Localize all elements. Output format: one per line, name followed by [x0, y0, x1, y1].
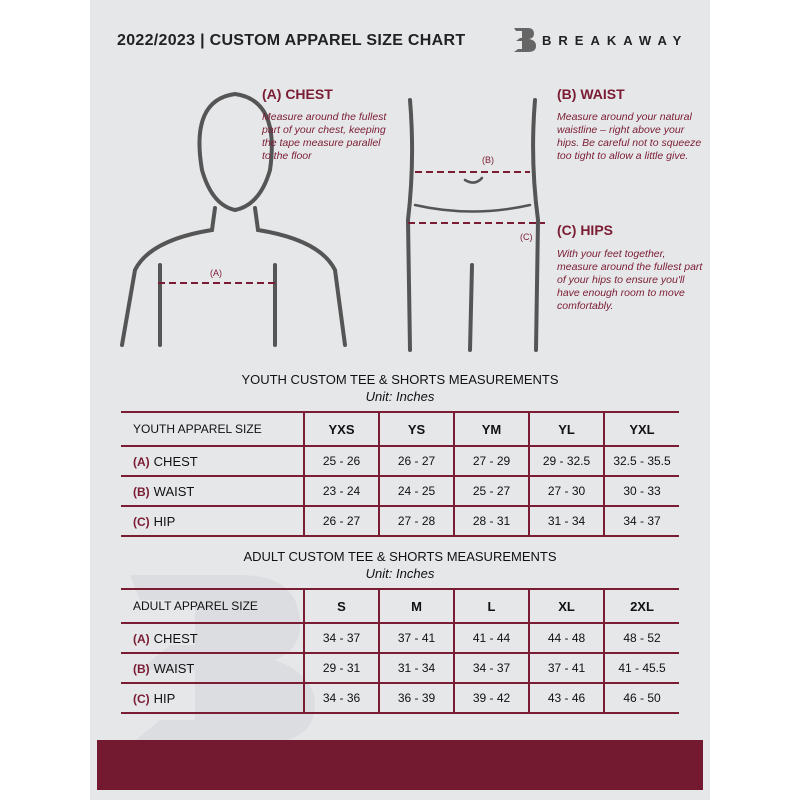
- youth-size-table: YOUTH APPAREL SIZE YXS YS YM YL YXL (A) C…: [121, 411, 679, 537]
- table-header-row: YOUTH APPAREL SIZE YXS YS YM YL YXL: [121, 411, 679, 446]
- header-cell: YXS: [303, 411, 379, 446]
- row-code: (B): [133, 661, 150, 676]
- cell: 46 - 50: [603, 682, 679, 714]
- cell: 30 - 33: [603, 475, 679, 506]
- table-row: (B) WAIST 29 - 31 31 - 34 34 - 37 37 - 41 41 -…: [121, 652, 679, 683]
- row-code: (C): [133, 514, 150, 529]
- row-name: HIP: [153, 513, 176, 529]
- cell: 43 - 46: [528, 682, 604, 714]
- marker-a: (A): [210, 268, 222, 278]
- chest-heading: (A) CHEST: [262, 86, 333, 102]
- row-code: (A): [133, 631, 150, 646]
- cell: 36 - 39: [378, 682, 454, 714]
- cell: 37 - 41: [378, 622, 454, 653]
- cell: 41 - 45.5: [603, 652, 679, 683]
- row-code: (B): [133, 484, 150, 499]
- hips-heading: (C) HIPS: [557, 222, 613, 238]
- table-row: (B) WAIST 23 - 24 24 - 25 25 - 27 27 - 30 30 -…: [121, 475, 679, 506]
- cell: 37 - 41: [528, 652, 604, 683]
- row-name: CHEST: [153, 453, 198, 469]
- cell: 34 - 37: [453, 652, 529, 683]
- waist-heading: (B) WAIST: [557, 86, 625, 102]
- cell: 27 - 28: [378, 505, 454, 537]
- adult-table-title: ADULT CUSTOM TEE & SHORTS MEASUREMENTS: [243, 549, 557, 564]
- cell: 28 - 31: [453, 505, 529, 537]
- table-row: (A) CHEST 34 - 37 37 - 41 41 - 44 44 - 48 48 -…: [121, 622, 679, 653]
- size-chart-page: 2022/2023 | CUSTOM APPAREL SIZE CHART BR…: [90, 0, 710, 800]
- cell: 34 - 37: [603, 505, 679, 537]
- table-row: (C) HIP 34 - 36 36 - 39 39 - 42 43 - 46 46 - 5…: [121, 682, 679, 714]
- marker-b: (B): [482, 155, 494, 165]
- brand-logo-icon: [514, 28, 536, 52]
- header-cell: ADULT APPAREL SIZE: [121, 588, 304, 623]
- marker-c: (C): [520, 232, 533, 242]
- header-cell: YM: [453, 411, 529, 446]
- brand-name: BREAKAWAY: [542, 33, 689, 48]
- header-cell: 2XL: [603, 588, 679, 623]
- youth-unit: Unit: Inches: [365, 389, 435, 404]
- header-cell: S: [303, 588, 379, 623]
- cell: 32.5 - 35.5: [603, 445, 679, 476]
- cell: 26 - 27: [303, 505, 379, 537]
- header-cell: YOUTH APPAREL SIZE: [121, 411, 304, 446]
- cell: 23 - 24: [303, 475, 379, 506]
- cell: 25 - 27: [453, 475, 529, 506]
- header-cell: YXL: [603, 411, 679, 446]
- cell: 34 - 36: [303, 682, 379, 714]
- cell: 48 - 52: [603, 622, 679, 653]
- row-name: WAIST: [153, 483, 195, 499]
- header-cell: L: [453, 588, 529, 623]
- cell: 24 - 25: [378, 475, 454, 506]
- cell: 25 - 26: [303, 445, 379, 476]
- footer-bar: [97, 740, 703, 790]
- table-header-row: ADULT APPAREL SIZE S M L XL 2XL: [121, 588, 679, 623]
- cell: 31 - 34: [528, 505, 604, 537]
- row-code: (A): [133, 454, 150, 469]
- cell: 27 - 30: [528, 475, 604, 506]
- cell: 29 - 31: [303, 652, 379, 683]
- cell: 27 - 29: [453, 445, 529, 476]
- adult-size-table: ADULT APPAREL SIZE S M L XL 2XL (A) CHEST…: [121, 588, 679, 714]
- cell: 41 - 44: [453, 622, 529, 653]
- cell: 31 - 34: [378, 652, 454, 683]
- table-row: (C) HIP 26 - 27 27 - 28 28 - 31 31 - 34 34 - 3…: [121, 505, 679, 537]
- cell: 39 - 42: [453, 682, 529, 714]
- cell: 44 - 48: [528, 622, 604, 653]
- header-cell: YL: [528, 411, 604, 446]
- row-name: WAIST: [153, 660, 195, 676]
- cell: 29 - 32.5: [528, 445, 604, 476]
- table-row: (A) CHEST 25 - 26 26 - 27 27 - 29 29 - 32.5 32…: [121, 445, 679, 476]
- hips-text: With your feet together, measure around …: [557, 248, 703, 312]
- header-cell: M: [378, 588, 454, 623]
- row-code: (C): [133, 691, 150, 706]
- header-cell: XL: [528, 588, 604, 623]
- cell: 26 - 27: [378, 445, 454, 476]
- page-title: 2022/2023 | CUSTOM APPAREL SIZE CHART: [117, 32, 466, 49]
- cell: 34 - 37: [303, 622, 379, 653]
- row-name: HIP: [153, 690, 176, 706]
- row-name: CHEST: [153, 630, 198, 646]
- header-cell: YS: [378, 411, 454, 446]
- adult-unit: Unit: Inches: [365, 566, 435, 581]
- waist-text: Measure around your natural waistline – …: [557, 111, 702, 162]
- body-illustration: (A) (B) (C): [120, 91, 545, 352]
- chest-text: Measure around the fullest part of your …: [262, 111, 387, 162]
- youth-table-title: YOUTH CUSTOM TEE & SHORTS MEASUREMENTS: [241, 372, 559, 387]
